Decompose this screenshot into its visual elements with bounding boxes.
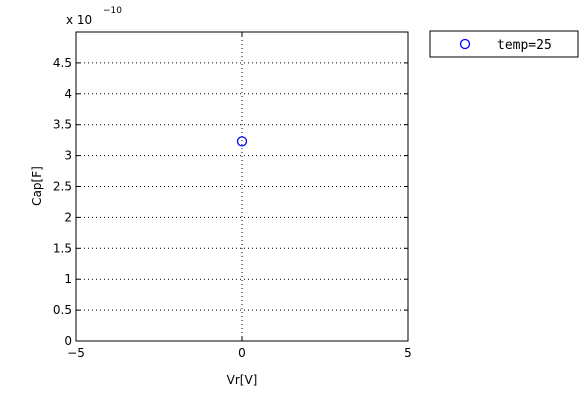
plot-frame: [75, 31, 409, 342]
legend-entry-temp25: temp=25: [497, 38, 552, 53]
y-tick-label: 2: [64, 210, 72, 224]
data-points: [236, 136, 248, 147]
x-tick-label: −5: [67, 346, 85, 360]
y-tick-label: 4.5: [53, 56, 72, 70]
x-tick-label: 5: [404, 346, 412, 360]
y-tick-label: 0: [64, 334, 72, 348]
y-tick-label: 0.5: [53, 303, 72, 317]
y-tick-label: 1.5: [53, 241, 72, 255]
data-point-marker: [236, 136, 248, 147]
x-tick-label: 0: [238, 346, 246, 360]
y-axis-label: Cap[F]: [30, 166, 44, 206]
y-tick-label: 3: [64, 149, 72, 163]
y-scale-exponent: −10: [103, 6, 122, 16]
y-tick-label: 2.5: [53, 180, 72, 194]
legend: temp=25: [429, 30, 579, 58]
axes: −5 0 500.511.522.533.544.5: [53, 32, 412, 360]
x-axis-label: Vr[V]: [227, 373, 258, 387]
grid-lines: [76, 32, 408, 341]
y-scale-label: x 10: [66, 13, 92, 27]
legend-box: [429, 30, 579, 58]
y-tick-label: 1: [64, 272, 72, 286]
legend-marker-temp25: [459, 38, 471, 50]
plot-area: [76, 32, 408, 341]
y-tick-label: 4: [64, 87, 72, 101]
y-tick-label: 3.5: [53, 118, 72, 132]
